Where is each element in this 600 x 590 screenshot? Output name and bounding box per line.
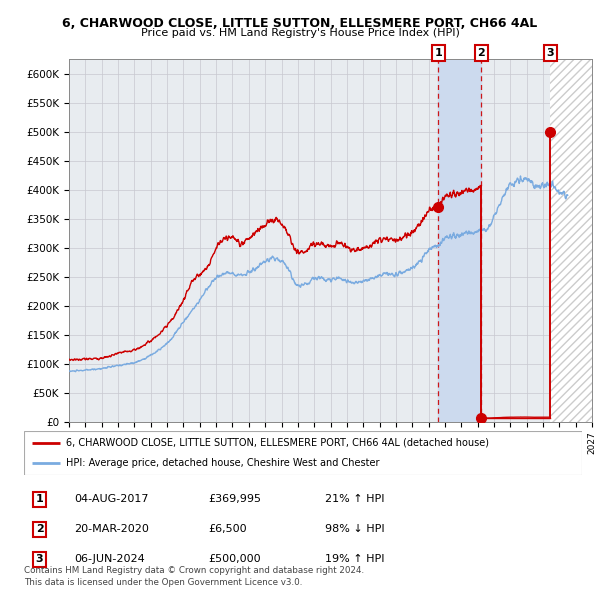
Text: 21% ↑ HPI: 21% ↑ HPI [325,494,385,504]
Text: £6,500: £6,500 [208,525,247,535]
Text: HPI: Average price, detached house, Cheshire West and Chester: HPI: Average price, detached house, Ches… [66,458,379,468]
Text: Contains HM Land Registry data © Crown copyright and database right 2024.
This d: Contains HM Land Registry data © Crown c… [24,566,364,587]
Text: 1: 1 [434,48,442,58]
Text: £500,000: £500,000 [208,555,261,565]
FancyBboxPatch shape [24,431,582,475]
Text: Price paid vs. HM Land Registry's House Price Index (HPI): Price paid vs. HM Land Registry's House … [140,28,460,38]
Text: 1: 1 [36,494,43,504]
Bar [439,59,481,422]
Text: 6, CHARWOOD CLOSE, LITTLE SUTTON, ELLESMERE PORT, CH66 4AL: 6, CHARWOOD CLOSE, LITTLE SUTTON, ELLESM… [62,17,538,30]
Text: 04-AUG-2017: 04-AUG-2017 [74,494,149,504]
Text: 98% ↓ HPI: 98% ↓ HPI [325,525,385,535]
Text: 06-JUN-2024: 06-JUN-2024 [74,555,145,565]
Text: £369,995: £369,995 [208,494,261,504]
Text: 19% ↑ HPI: 19% ↑ HPI [325,555,385,565]
Text: 3: 3 [36,555,43,565]
Bar [550,59,592,422]
Text: 6, CHARWOOD CLOSE, LITTLE SUTTON, ELLESMERE PORT, CH66 4AL (detached house): 6, CHARWOOD CLOSE, LITTLE SUTTON, ELLESM… [66,438,489,448]
Text: 2: 2 [36,525,43,535]
Text: 20-MAR-2020: 20-MAR-2020 [74,525,149,535]
Text: 2: 2 [478,48,485,58]
Text: 3: 3 [547,48,554,58]
